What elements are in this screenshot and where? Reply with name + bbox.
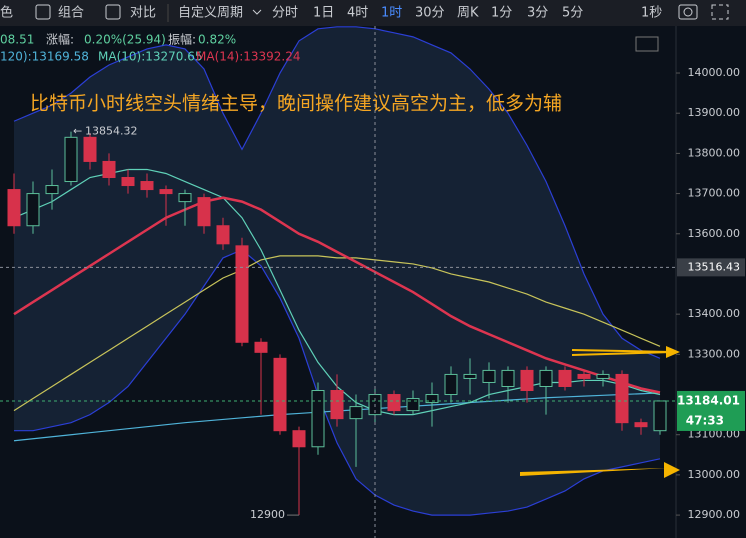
candle-body [273, 357, 287, 432]
candle-body [121, 177, 135, 187]
fullscreen-icon[interactable] [711, 4, 729, 20]
candle-body [539, 369, 553, 387]
camera-icon [683, 7, 693, 17]
toolbar-item[interactable]: 5分 [562, 6, 583, 21]
y-tick-label: 13800.00 [688, 146, 741, 159]
indicator-line [13, 255, 661, 412]
arrow [666, 346, 680, 358]
plot-area [7, 26, 667, 516]
candle-body [159, 189, 173, 195]
indicator-line [13, 26, 661, 359]
last-tag [677, 390, 745, 431]
toolbar-item[interactable]: 对比 [130, 6, 156, 21]
candle-body [482, 369, 496, 383]
candle-body [311, 390, 325, 448]
toolbar-item-active[interactable]: 1时 [381, 6, 402, 21]
toolbar-item[interactable]: 1日 [313, 6, 334, 21]
candle-body [26, 193, 40, 227]
candle-body [330, 390, 344, 420]
toolbar-item[interactable]: 4时 [347, 6, 368, 21]
toolbar-item[interactable]: 组合 [58, 6, 84, 21]
candle-body [387, 394, 401, 412]
candle-body [140, 181, 154, 191]
candle-body [596, 373, 610, 379]
toolbar-item[interactable]: 自定义周期 [178, 6, 243, 21]
candle-body [197, 197, 211, 227]
arrow [664, 462, 680, 478]
info: MA(10):13270.65 [98, 50, 203, 64]
max-label: 13854.32 [85, 125, 138, 138]
candle-body [7, 189, 21, 227]
indicator-line [14, 249, 661, 516]
last-price: 13184.01 [677, 393, 740, 407]
candle-body [653, 400, 667, 432]
arrow [571, 349, 673, 356]
candle-body [292, 430, 306, 448]
candle-body [349, 406, 363, 420]
candle-body [520, 369, 534, 392]
ref-price: 13516.43 [688, 260, 741, 273]
candle-body [501, 369, 515, 387]
candle-body [444, 373, 458, 396]
y-tick-label: 12900.00 [688, 508, 741, 521]
panel-icon[interactable] [635, 36, 659, 52]
y-tick-label: 14000.00 [688, 66, 741, 79]
y-tick-label: 13400.00 [688, 307, 741, 320]
icon [105, 4, 121, 20]
candle-body [425, 394, 439, 404]
candle-body [178, 193, 192, 203]
y-tick-label: 13000.00 [688, 468, 741, 481]
min-label: 12900 [250, 508, 285, 521]
y-tick-label: 13700.00 [688, 187, 741, 200]
candle-body [254, 341, 268, 353]
candle-body [577, 373, 591, 379]
candle-body [235, 245, 249, 343]
candle-body [406, 398, 420, 412]
y-tick-label: 13900.00 [688, 106, 741, 119]
indicator-line [13, 196, 661, 394]
candle-body [216, 225, 230, 245]
y-tick-label: 13600.00 [688, 227, 741, 240]
toolbar-item[interactable]: 1秒 [641, 6, 662, 21]
toolbar-item[interactable]: 色 [0, 5, 13, 21]
arrow [520, 468, 668, 476]
info: 08.51 [0, 33, 34, 47]
candle-body [615, 373, 629, 424]
candle-body [64, 136, 78, 183]
candle-body [463, 373, 477, 379]
candle-body [558, 369, 572, 387]
candle-body [634, 422, 648, 428]
toolbar-item[interactable]: 30分 [415, 6, 445, 21]
dropdown-icon [252, 9, 262, 15]
candle-body [45, 185, 59, 195]
info: 涨幅: [46, 32, 74, 47]
info: 振幅: [168, 32, 196, 47]
y-tick-label: 13100.00 [688, 428, 741, 441]
y-tick-label: 13300.00 [688, 347, 741, 360]
candle-body [102, 160, 116, 179]
icon [35, 4, 51, 20]
info: MA(14):13392.24 [196, 50, 301, 64]
toolbar-item[interactable]: 周K [457, 6, 479, 21]
toolbar-item[interactable]: 1分 [491, 6, 512, 21]
ref-tag [677, 258, 745, 277]
toolbar [0, 0, 746, 26]
camera-icon[interactable] [678, 4, 698, 20]
toolbar-item[interactable]: 分时 [272, 6, 298, 21]
max-arrow: ← [73, 125, 82, 138]
candle-body [83, 136, 97, 162]
info: 0.20%(25.94) [84, 33, 166, 47]
countdown: 47:33 [686, 413, 724, 427]
annotation: 比特币小时线空头情绪主导，晚间操作建议高空为主，低多为辅 [30, 93, 562, 115]
info: 120):13169.58 [0, 50, 89, 64]
info: 0.82% [198, 33, 236, 47]
toolbar-item[interactable]: 3分 [527, 6, 548, 21]
